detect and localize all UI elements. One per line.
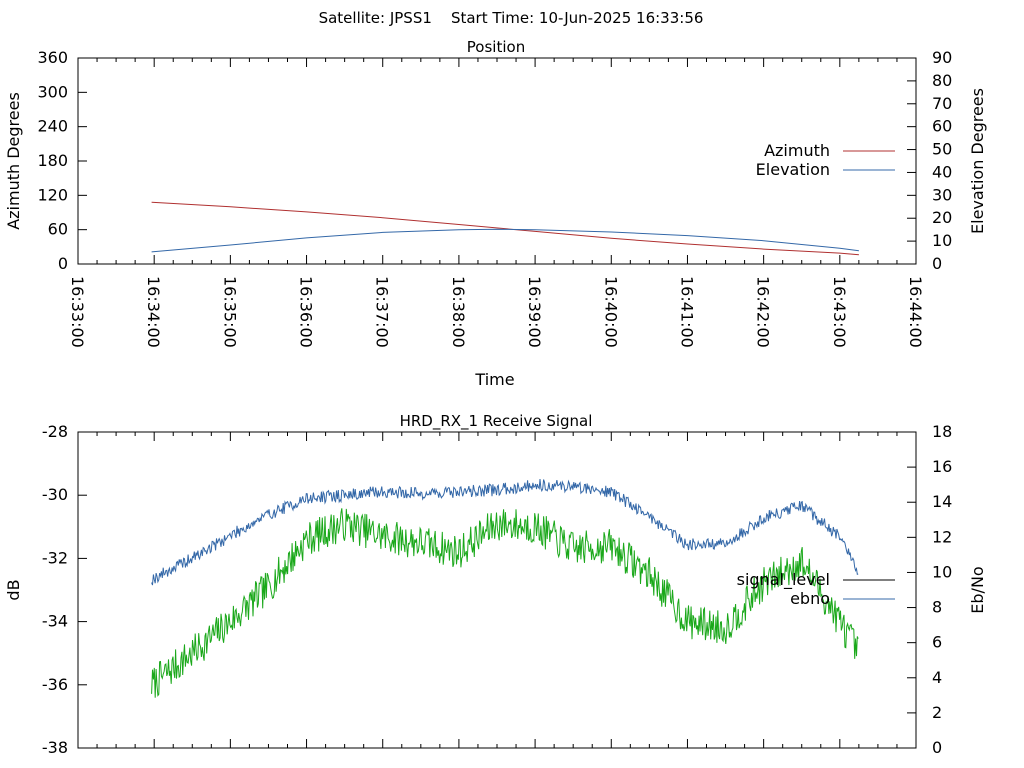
receive-y-axis-title: dB bbox=[4, 579, 23, 600]
position-y-axis-title: Azimuth Degrees bbox=[4, 92, 23, 230]
position-y2-axis-title: Elevation Degrees bbox=[968, 88, 987, 234]
legend-label-elevation: Elevation bbox=[756, 160, 830, 179]
x-tick-label: 16:42:00 bbox=[754, 276, 773, 348]
y2-tick-label: 20 bbox=[932, 208, 952, 227]
y2-tick-label: 12 bbox=[932, 527, 952, 546]
y2-tick-label: 40 bbox=[932, 162, 952, 181]
unlabeled-series-line bbox=[151, 508, 859, 698]
x-tick-label: 16:40:00 bbox=[601, 276, 620, 348]
receive-tick-marks bbox=[77, 431, 917, 749]
legend-label-ebno: ebno bbox=[790, 589, 830, 608]
x-tick-label: 16:41:00 bbox=[678, 276, 697, 348]
y-tick-label: 240 bbox=[37, 117, 68, 136]
y-tick-label: 0 bbox=[58, 254, 68, 273]
y-tick-label: 120 bbox=[37, 185, 68, 204]
elevation-series-line bbox=[151, 228, 859, 253]
y2-tick-label: 8 bbox=[932, 598, 942, 617]
y2-tick-label: 90 bbox=[932, 48, 952, 67]
receive-series bbox=[151, 479, 859, 698]
y2-tick-label: 50 bbox=[932, 140, 952, 159]
position-x-axis-title: Time bbox=[474, 370, 514, 389]
receive-chart-title: HRD_RX_1 Receive Signal bbox=[400, 412, 593, 431]
y2-tick-label: 18 bbox=[932, 422, 952, 441]
position-chart-title: Position bbox=[467, 38, 525, 56]
position-legend: Azimuth Elevation bbox=[756, 141, 895, 179]
y2-tick-label: 0 bbox=[932, 738, 942, 757]
position-time-tick-labels: 16:33:00 16:34:00 16:35:00 16:36:00 16:37:00… bbox=[68, 276, 925, 348]
x-tick-label: 16:43:00 bbox=[830, 276, 849, 348]
x-tick-label: 16:33:00 bbox=[68, 276, 87, 348]
y2-tick-label: 2 bbox=[932, 703, 942, 722]
y-tick-label: -32 bbox=[42, 548, 68, 567]
receive-db-tick-labels: -38 -36 -34 -32 -30 -28 bbox=[42, 422, 68, 757]
legend-label-signal-level: signal_level bbox=[737, 570, 830, 590]
y2-tick-label: 0 bbox=[932, 254, 942, 273]
y-tick-label: 180 bbox=[37, 151, 68, 170]
y2-tick-label: 16 bbox=[932, 457, 952, 476]
y-tick-label: 60 bbox=[48, 220, 68, 239]
y-tick-label: 360 bbox=[37, 48, 68, 67]
y-tick-label: -38 bbox=[42, 738, 68, 757]
y2-tick-label: 10 bbox=[932, 231, 952, 250]
azimuth-series-line bbox=[151, 201, 859, 256]
x-tick-label: 16:39:00 bbox=[525, 276, 544, 348]
position-chart: Position 0 60 120 180 240 300 360 0 10 20 30 40 50 6… bbox=[4, 38, 987, 389]
position-tick-marks bbox=[77, 57, 917, 265]
x-tick-label: 16:36:00 bbox=[297, 276, 316, 348]
y2-tick-label: 80 bbox=[932, 71, 952, 90]
y2-tick-label: 60 bbox=[932, 117, 952, 136]
figure-title: Satellite: JPSS1 Start Time: 10-Jun-2025… bbox=[319, 9, 704, 27]
x-tick-label: 16:35:00 bbox=[220, 276, 239, 348]
x-tick-label: 16:38:00 bbox=[449, 276, 468, 348]
x-tick-label: 16:34:00 bbox=[144, 276, 163, 348]
x-tick-label: 16:37:00 bbox=[373, 276, 392, 348]
y2-tick-label: 6 bbox=[932, 633, 942, 652]
ebno-series-line bbox=[151, 479, 859, 586]
position-azimuth-tick-labels: 0 60 120 180 240 300 360 bbox=[37, 48, 68, 273]
y2-tick-label: 10 bbox=[932, 562, 952, 581]
y-tick-label: 300 bbox=[37, 82, 68, 101]
receive-ebno-tick-labels: 0 2 4 6 8 10 12 14 16 18 bbox=[932, 422, 952, 757]
y2-tick-label: 4 bbox=[932, 668, 942, 687]
y2-tick-label: 30 bbox=[932, 185, 952, 204]
legend-label-azimuth: Azimuth bbox=[764, 141, 830, 160]
y-tick-label: -28 bbox=[42, 422, 68, 441]
receive-legend: signal_level ebno bbox=[737, 570, 895, 608]
y2-tick-label: 14 bbox=[932, 492, 952, 511]
y-tick-label: -36 bbox=[42, 675, 68, 694]
position-series bbox=[151, 201, 859, 256]
receive-y2-axis-title: Eb/No bbox=[968, 566, 987, 613]
y-tick-label: -30 bbox=[42, 485, 68, 504]
receive-signal-chart: HRD_RX_1 Receive Signal -38-36-34-32-30-… bbox=[4, 412, 987, 757]
position-elevation-tick-labels: 0 10 20 30 40 50 60 70 80 90 bbox=[932, 48, 952, 273]
x-tick-label: 16:44:00 bbox=[906, 276, 925, 348]
y-tick-label: -34 bbox=[42, 612, 68, 631]
y2-tick-label: 70 bbox=[932, 94, 952, 113]
